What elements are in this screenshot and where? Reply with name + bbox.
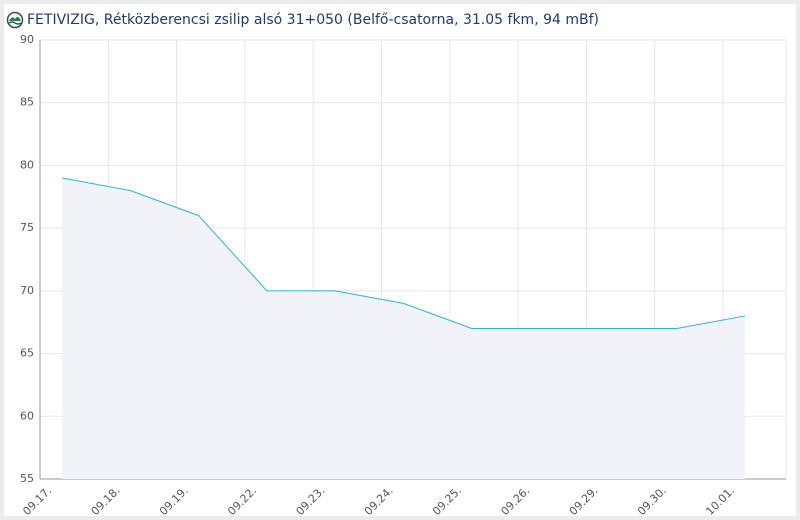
y-tick-label: 60	[20, 409, 34, 422]
y-tick-label: 65	[20, 347, 34, 360]
line	[61, 177, 746, 329]
y-tick-label: 85	[20, 96, 34, 109]
y-tick-label: 70	[20, 284, 34, 297]
y-tick-label: 80	[20, 158, 34, 171]
logo	[6, 11, 24, 29]
y-tick-label: 90	[20, 33, 34, 46]
chart-title: FETIVIZIG, Rétközberencsi zsilip alsó 31…	[27, 12, 599, 28]
y-tick-label: 55	[20, 472, 34, 485]
y-tick-label: 75	[20, 221, 34, 234]
